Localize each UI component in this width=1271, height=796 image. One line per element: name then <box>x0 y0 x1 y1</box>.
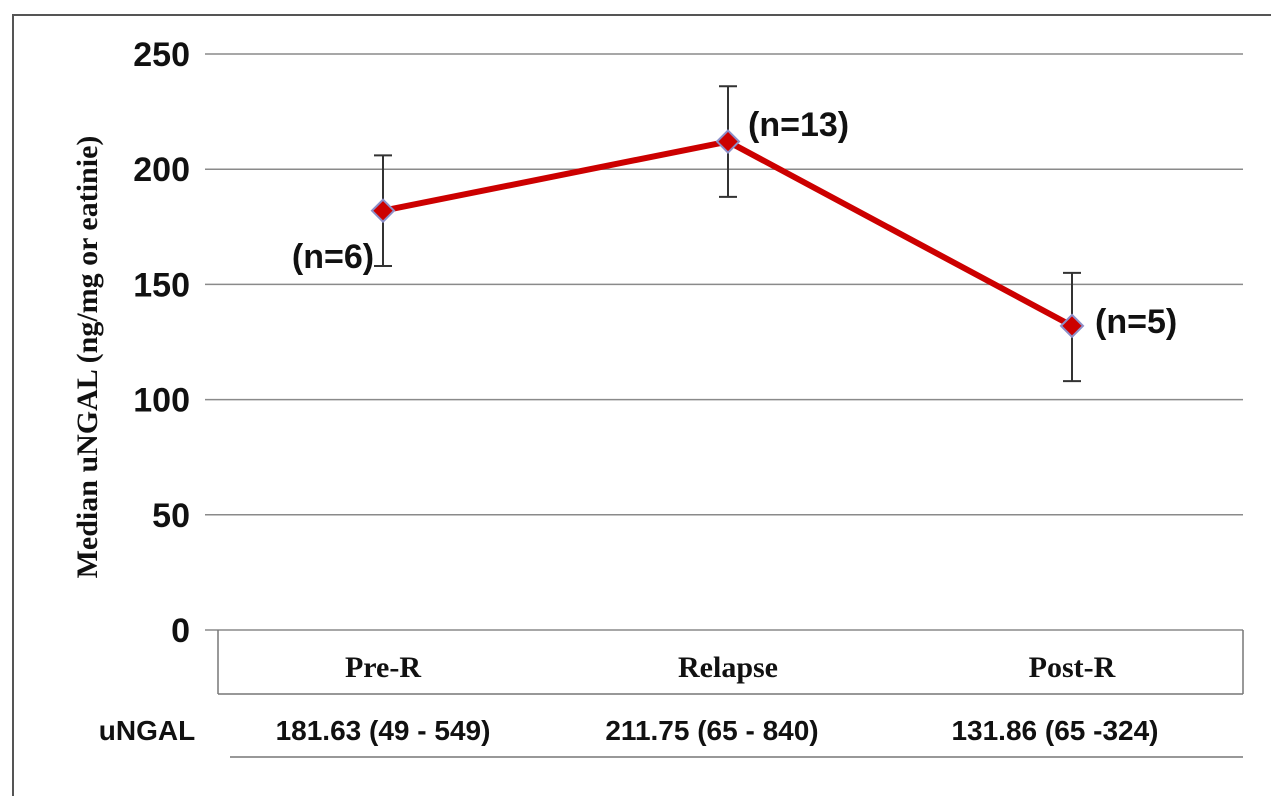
y-tick-label: 100 <box>133 382 190 420</box>
data-markers <box>370 129 1085 339</box>
gridlines <box>205 53 1243 631</box>
category-label: Relapse <box>678 651 778 684</box>
table-row-label: uNGAL <box>99 715 195 746</box>
n-labels: (n=6) (n=13) (n=5) <box>292 106 1177 341</box>
category-labels: Pre-R Relapse Post-R <box>345 651 1116 684</box>
y-tick-label: 0 <box>171 612 190 650</box>
data-point-marker <box>715 129 741 154</box>
table-cell: 131.86 (65 -324) <box>951 715 1158 746</box>
data-point-marker <box>1059 313 1085 339</box>
category-label: Post-R <box>1029 651 1116 684</box>
plot-frame <box>217 630 1244 758</box>
y-axis-label: Median uNGAL (ng/mg or eatinie) <box>71 136 104 579</box>
y-tick-labels: 0 50 100 150 200 250 <box>133 36 190 650</box>
n-label: (n=6) <box>292 238 374 276</box>
y-tick-label: 150 <box>133 266 190 304</box>
table-cell: 181.63 (49 - 549) <box>276 715 491 746</box>
chart-frame <box>12 14 1271 796</box>
data-table: uNGAL 181.63 (49 - 549) 211.75 (65 - 840)… <box>99 715 1159 746</box>
category-label: Pre-R <box>345 651 421 684</box>
y-tick-label: 200 <box>133 151 190 189</box>
n-label: (n=5) <box>1095 303 1177 341</box>
y-tick-label: 250 <box>133 36 190 74</box>
table-cell: 211.75 (65 - 840) <box>605 715 818 746</box>
n-label: (n=13) <box>748 106 849 144</box>
y-tick-label: 50 <box>152 497 190 535</box>
chart: 0 50 100 150 200 250 Pre-R Relapse Post-R (n=6)… <box>71 36 1244 758</box>
data-point-marker <box>370 198 396 224</box>
